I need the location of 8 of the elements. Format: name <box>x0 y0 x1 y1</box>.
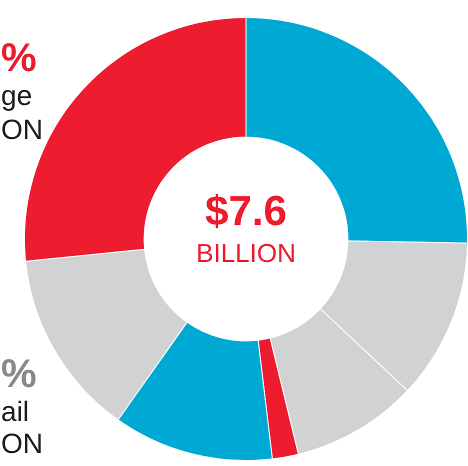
text: % <box>1 36 37 80</box>
text: $7.6 <box>204 187 288 234</box>
text: ON <box>1 114 43 145</box>
text: ON <box>1 428 43 459</box>
text: % <box>1 352 37 396</box>
text: ge <box>1 80 32 111</box>
text: BILLION <box>195 238 297 268</box>
text: ail <box>1 396 30 427</box>
